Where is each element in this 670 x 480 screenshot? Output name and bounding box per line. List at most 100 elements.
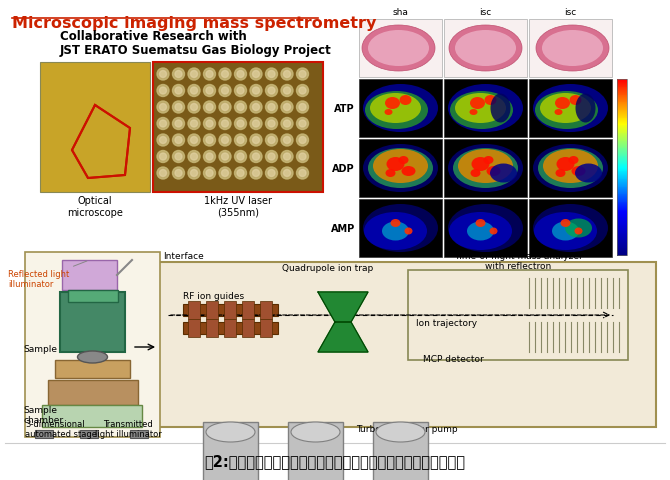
- Bar: [617, 248, 627, 249]
- Bar: [617, 170, 627, 171]
- Bar: [617, 136, 627, 137]
- Ellipse shape: [555, 109, 563, 115]
- Bar: [617, 125, 627, 126]
- Bar: [80, 430, 98, 438]
- Bar: [617, 119, 627, 120]
- Circle shape: [157, 84, 169, 96]
- Ellipse shape: [368, 30, 429, 66]
- Bar: [617, 113, 627, 114]
- Bar: [617, 167, 627, 168]
- Circle shape: [190, 71, 198, 77]
- Ellipse shape: [533, 204, 608, 252]
- Circle shape: [299, 104, 306, 110]
- Ellipse shape: [455, 93, 506, 123]
- Bar: [617, 136, 627, 138]
- Circle shape: [172, 151, 184, 163]
- Circle shape: [283, 71, 291, 77]
- Circle shape: [234, 167, 247, 179]
- Ellipse shape: [206, 422, 255, 442]
- Bar: [617, 130, 627, 131]
- Circle shape: [268, 120, 275, 127]
- Circle shape: [190, 120, 198, 127]
- Circle shape: [297, 134, 308, 146]
- Ellipse shape: [470, 109, 478, 115]
- Ellipse shape: [387, 157, 405, 171]
- Bar: [617, 180, 627, 181]
- Bar: [617, 194, 627, 195]
- Ellipse shape: [448, 204, 523, 252]
- Text: 図2:質量顔微鏡とメタボローム解析を用いた代謝物濃度の可視化: 図2:質量顔微鏡とメタボローム解析を用いた代謝物濃度の可視化: [204, 455, 466, 469]
- Circle shape: [157, 118, 169, 130]
- Circle shape: [253, 136, 259, 144]
- Circle shape: [250, 151, 262, 163]
- Circle shape: [222, 87, 228, 94]
- Bar: [617, 231, 627, 232]
- Circle shape: [204, 151, 216, 163]
- Ellipse shape: [365, 91, 428, 129]
- Ellipse shape: [399, 95, 411, 105]
- Bar: [617, 242, 627, 244]
- Circle shape: [299, 87, 306, 94]
- Bar: [617, 178, 627, 180]
- Circle shape: [204, 134, 216, 146]
- Bar: [206, 301, 218, 319]
- Ellipse shape: [363, 144, 438, 192]
- Bar: [617, 96, 627, 97]
- Circle shape: [219, 84, 231, 96]
- Bar: [617, 106, 627, 107]
- Ellipse shape: [385, 169, 395, 177]
- Bar: [617, 252, 627, 254]
- Circle shape: [283, 120, 291, 127]
- Circle shape: [265, 101, 277, 113]
- Bar: [617, 169, 627, 170]
- Bar: [529, 19, 612, 77]
- Circle shape: [299, 120, 306, 127]
- Ellipse shape: [538, 148, 603, 188]
- Circle shape: [219, 167, 231, 179]
- Bar: [617, 84, 627, 86]
- Bar: [617, 124, 627, 125]
- Bar: [617, 220, 627, 221]
- Ellipse shape: [552, 221, 579, 240]
- Bar: [617, 207, 627, 209]
- Bar: [617, 148, 627, 149]
- Circle shape: [175, 104, 182, 110]
- Ellipse shape: [376, 422, 425, 442]
- Circle shape: [237, 169, 244, 177]
- Bar: [617, 254, 627, 255]
- Circle shape: [281, 118, 293, 130]
- Bar: [617, 181, 627, 183]
- Circle shape: [250, 167, 262, 179]
- Text: AMP: AMP: [331, 224, 355, 234]
- Circle shape: [268, 169, 275, 177]
- Ellipse shape: [561, 219, 570, 227]
- Bar: [617, 235, 627, 236]
- Circle shape: [206, 169, 213, 177]
- Ellipse shape: [574, 228, 582, 235]
- Bar: [529, 199, 612, 257]
- Ellipse shape: [490, 228, 498, 235]
- Bar: [617, 109, 627, 110]
- Bar: [260, 301, 272, 319]
- Circle shape: [253, 104, 259, 110]
- Bar: [68, 290, 118, 302]
- Ellipse shape: [467, 221, 494, 240]
- Bar: [359, 139, 442, 197]
- Bar: [617, 188, 627, 189]
- Circle shape: [222, 104, 228, 110]
- Bar: [617, 216, 627, 217]
- Bar: [617, 123, 627, 125]
- Bar: [617, 111, 627, 112]
- Circle shape: [206, 71, 213, 77]
- Ellipse shape: [575, 164, 602, 182]
- Bar: [617, 201, 627, 203]
- Bar: [617, 221, 627, 223]
- Text: Interface: Interface: [163, 252, 204, 261]
- Ellipse shape: [450, 91, 513, 129]
- Circle shape: [268, 104, 275, 110]
- Bar: [617, 155, 627, 156]
- Circle shape: [219, 68, 231, 80]
- Circle shape: [204, 84, 216, 96]
- Bar: [130, 430, 148, 438]
- Bar: [617, 98, 627, 100]
